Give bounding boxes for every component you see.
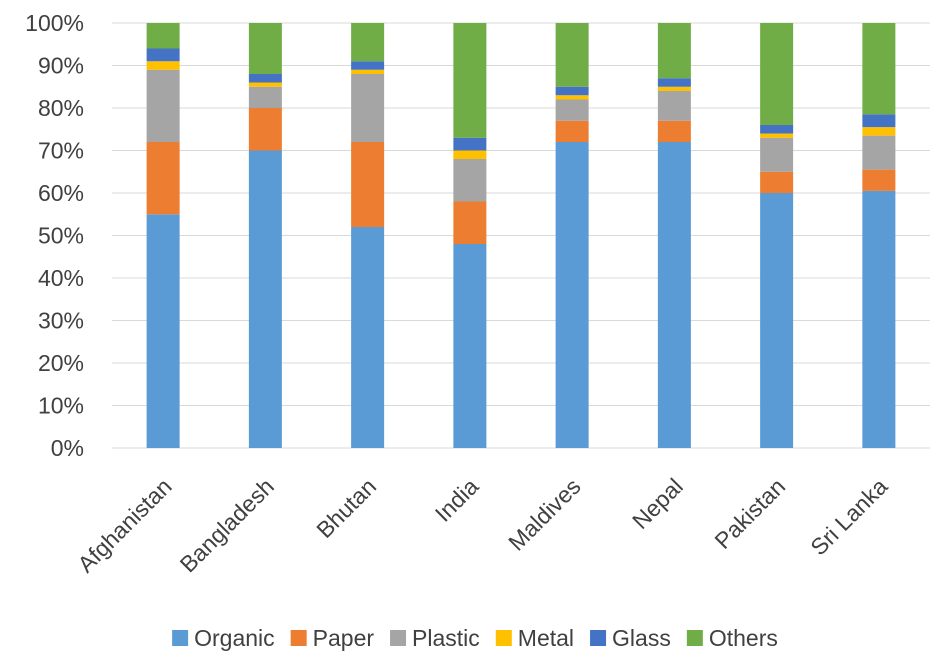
legend-label: Glass [612,625,671,651]
bar-segment-organic [760,193,794,448]
bar-segment-paper [657,120,691,142]
bars [146,23,896,448]
bar-segment-metal [657,86,691,91]
bar-segment-plastic [351,74,385,142]
bar-segment-organic [657,142,691,448]
bar-segment-glass [146,48,180,62]
y-tick-label: 50% [38,223,84,249]
bar-segment-paper [862,169,896,191]
x-tick-label: India [430,473,484,527]
bar-segment-organic [862,190,896,448]
bar-segment-others [351,23,385,62]
bar-segment-plastic [657,91,691,121]
x-tick-label: Bhutan [311,473,381,543]
bar-segment-metal [555,95,589,100]
legend-label: Organic [194,625,275,651]
bar-segment-metal [862,127,896,136]
y-tick-label: 30% [38,308,84,334]
bar-segment-others [146,23,180,49]
x-tick-label: Sri Lanka [805,473,892,560]
bar-segment-metal [351,69,385,74]
y-tick-label: 100% [25,10,84,36]
bar-segment-paper [146,142,180,215]
legend-swatch-paper [290,630,307,646]
bar-segment-glass [453,137,487,151]
bar-segment-metal [146,61,180,70]
bar-segment-paper [248,108,282,151]
x-tick-label: Bangladesh [175,473,279,577]
bar-segment-paper [555,120,589,142]
x-tick-label: Nepal [627,473,688,534]
legend-swatch-others [686,630,703,646]
x-tick-label: Afghanistan [72,473,176,577]
bar-segment-paper [453,201,487,244]
bar-segment-organic [351,227,385,448]
y-tick-label: 0% [51,435,84,461]
legend-swatch-plastic [390,630,407,646]
bar-segment-plastic [453,159,487,202]
bar-segment-others [760,23,794,125]
bar-segment-glass [248,74,282,83]
y-tick-label: 70% [38,138,84,164]
bar-segment-plastic [555,99,589,121]
legend-label: Others [709,625,778,651]
y-tick-label: 10% [38,393,84,419]
bar-segment-others [248,23,282,74]
legend-label: Paper [313,625,375,651]
bar-segment-metal [453,150,487,159]
legend-swatch-metal [495,630,512,646]
bar-segment-glass [657,78,691,87]
bar-segment-organic [555,142,589,448]
legend-label: Metal [518,625,574,651]
bar-segment-glass [862,114,896,128]
y-tick-label: 40% [38,265,84,291]
bar-segment-glass [555,86,589,96]
gridlines [112,22,930,449]
bar-segment-organic [146,214,180,448]
bar-segment-others [453,23,487,138]
bar-segment-glass [351,61,385,70]
bar-segment-paper [760,171,794,193]
x-tick-label: Pakistan [709,473,790,554]
bar-segment-plastic [862,135,896,170]
legend: Organic Paper Plastic Metal Glass Others [172,625,778,651]
legend-swatch-organic [172,630,189,646]
bar-segment-organic [453,244,487,448]
bar-segment-glass [760,125,794,134]
bar-segment-plastic [760,137,794,172]
y-axis: 0% 10% 20% 30% 40% 50% 60% 70% 80% 90% 100% [25,10,84,461]
y-tick-label: 90% [38,53,84,79]
bar-segment-metal [248,82,282,87]
bar-segment-plastic [248,86,282,108]
bar-segment-others [657,23,691,79]
y-tick-label: 80% [38,95,84,121]
bar-segment-organic [248,150,282,448]
bar-segment-plastic [146,69,180,142]
bar-segment-paper [351,142,385,227]
bar-segment-others [862,23,896,115]
bar-segment-metal [760,133,794,138]
y-tick-label: 60% [38,180,84,206]
legend-swatch-glass [590,630,607,646]
y-tick-label: 20% [38,350,84,376]
bar-segment-others [555,23,589,87]
legend-label: Plastic [412,625,480,651]
x-tick-label: Maldives [503,473,586,556]
